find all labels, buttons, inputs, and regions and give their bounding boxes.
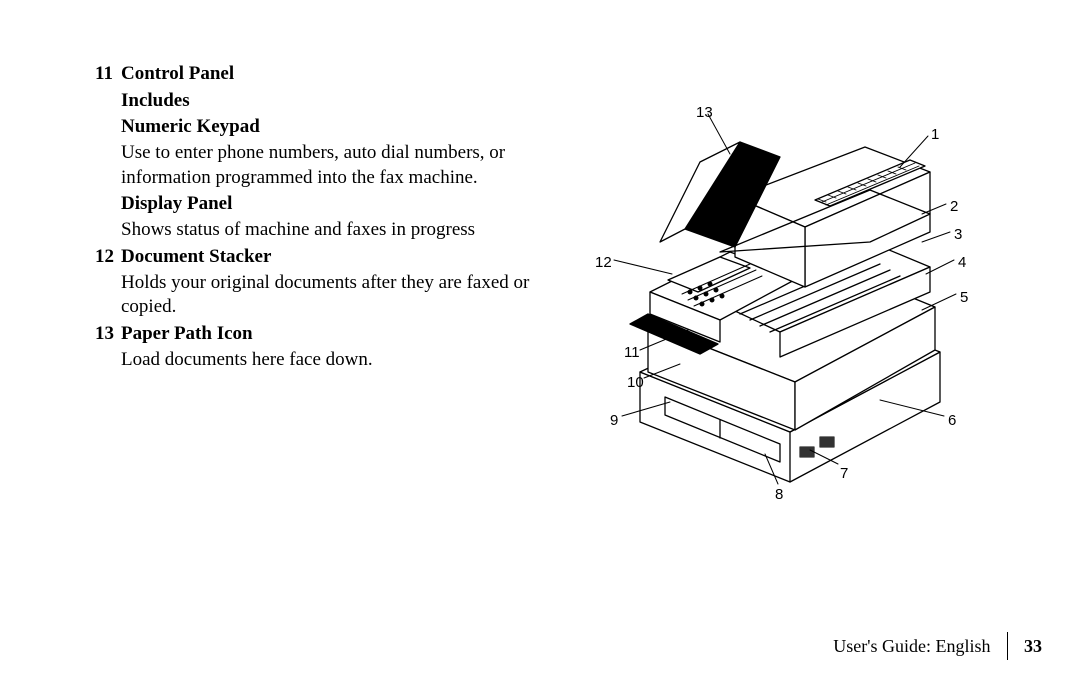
callout-7: 7 <box>840 465 848 482</box>
item-number: 11 <box>95 62 121 243</box>
callout-1: 1 <box>931 126 939 143</box>
subheading-desc: Use to enter phone numbers, auto dial nu… <box>121 141 575 190</box>
callout-4: 4 <box>958 254 966 271</box>
item-block: Paper Path Icon Load documents here face… <box>121 322 575 372</box>
item-title: Control Panel <box>121 62 575 87</box>
footer-text: User's Guide: English <box>833 636 990 657</box>
diagram-svg <box>570 92 970 492</box>
fax-machine-diagram: 1 2 3 4 5 6 7 8 9 10 11 12 13 <box>570 92 970 492</box>
callout-12: 12 <box>595 254 612 271</box>
callout-2: 2 <box>950 198 958 215</box>
list-item-12: 12 Document Stacker Holds your original … <box>95 245 575 320</box>
list-item-11: 11 Control Panel Includes Numeric Keypad… <box>95 62 575 243</box>
callout-13: 13 <box>696 104 713 121</box>
subheading-label: Includes <box>121 89 575 114</box>
item-block: Control Panel Includes Numeric Keypad Us… <box>121 62 575 243</box>
subheading-label: Display Panel <box>121 192 575 217</box>
subheading-label: Numeric Keypad <box>121 115 575 140</box>
item-number: 12 <box>95 245 121 320</box>
item-desc: Load documents here face down. <box>121 348 575 373</box>
item-desc: Holds your original documents after they… <box>121 271 575 320</box>
item-title: Document Stacker <box>121 245 575 270</box>
list-item-13: 13 Paper Path Icon Load documents here f… <box>95 322 575 372</box>
subheading-desc: Shows status of machine and faxes in pro… <box>121 218 575 243</box>
callout-6: 6 <box>948 412 956 429</box>
callout-11: 11 <box>624 344 640 361</box>
item-block: Document Stacker Holds your original doc… <box>121 245 575 320</box>
callout-10: 10 <box>627 374 644 391</box>
page-root: 11 Control Panel Includes Numeric Keypad… <box>0 0 1080 698</box>
callout-9: 9 <box>610 412 618 429</box>
callout-8: 8 <box>775 486 783 503</box>
callout-3: 3 <box>954 226 962 243</box>
item-number: 13 <box>95 322 121 372</box>
page-number: 33 <box>1024 636 1042 657</box>
item-title: Paper Path Icon <box>121 322 575 347</box>
callout-5: 5 <box>960 289 968 306</box>
page-footer: User's Guide: English 33 <box>833 632 1042 660</box>
footer-divider <box>1007 632 1009 660</box>
body-text-column: 11 Control Panel Includes Numeric Keypad… <box>95 62 575 374</box>
